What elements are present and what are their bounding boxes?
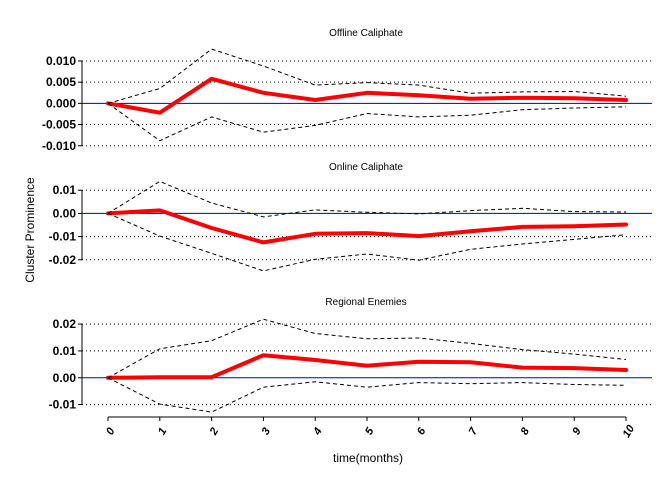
confidence-band-upper xyxy=(107,318,627,379)
panel-title: Online Caliphate xyxy=(329,162,403,173)
x-tick-label: 8 xyxy=(519,425,533,437)
y-tick-label: 0.005 xyxy=(46,75,76,89)
y-tick-label: -0.005 xyxy=(42,118,76,132)
x-tick-label: 1 xyxy=(156,426,169,437)
y-tick-label: -0.02 xyxy=(49,253,77,267)
irf-line xyxy=(106,353,628,380)
confidence-band-upper xyxy=(107,180,627,218)
panel-title: Offline Caliphate xyxy=(329,28,403,39)
y-tick-label: 0.01 xyxy=(53,183,77,197)
irf-line xyxy=(106,208,628,245)
y-tick-label: 0.000 xyxy=(46,96,76,110)
x-tick-label: 3 xyxy=(260,426,273,437)
x-tick-label: 2 xyxy=(207,426,221,438)
panel-2: Regional Enemies 0.02 0.01 0.00 -0.01 xyxy=(49,297,652,413)
y-tick-label: 0.010 xyxy=(46,54,76,68)
y-tick-label: 0.00 xyxy=(53,371,77,385)
x-tick-label: 4 xyxy=(311,426,325,438)
x-tick-label: 5 xyxy=(363,425,377,437)
x-tick-label: 7 xyxy=(467,425,481,437)
y-axis-label: Cluster Prominence xyxy=(23,177,37,283)
x-tick-label: 9 xyxy=(570,425,584,437)
x-axis-label: time(months) xyxy=(333,451,403,465)
confidence-band-lower xyxy=(107,377,627,413)
y-tick-label: -0.01 xyxy=(49,230,77,244)
y-tick-label: -0.01 xyxy=(49,398,77,412)
x-tick-label: 6 xyxy=(415,425,429,437)
x-tick-label: 0 xyxy=(104,425,118,437)
panel-0: Offline Caliphate 0.010 0.005 0.000 -0.005 -0… xyxy=(42,28,652,153)
y-tick-label: 0.02 xyxy=(53,317,77,331)
y-tick-label: 0.00 xyxy=(53,206,77,220)
confidence-band-upper xyxy=(107,48,627,104)
y-tick-label: -0.010 xyxy=(42,139,76,153)
x-tick-label: 10 xyxy=(621,422,638,439)
y-tick-label: 0.01 xyxy=(53,344,77,358)
irf-line xyxy=(106,76,628,115)
confidence-band-lower xyxy=(107,212,627,272)
panel-1: Online Caliphate 0.01 0.00 -0.01 -0.02 xyxy=(49,162,652,272)
panel-title: Regional Enemies xyxy=(325,297,406,308)
confidence-band-lower xyxy=(107,102,627,142)
